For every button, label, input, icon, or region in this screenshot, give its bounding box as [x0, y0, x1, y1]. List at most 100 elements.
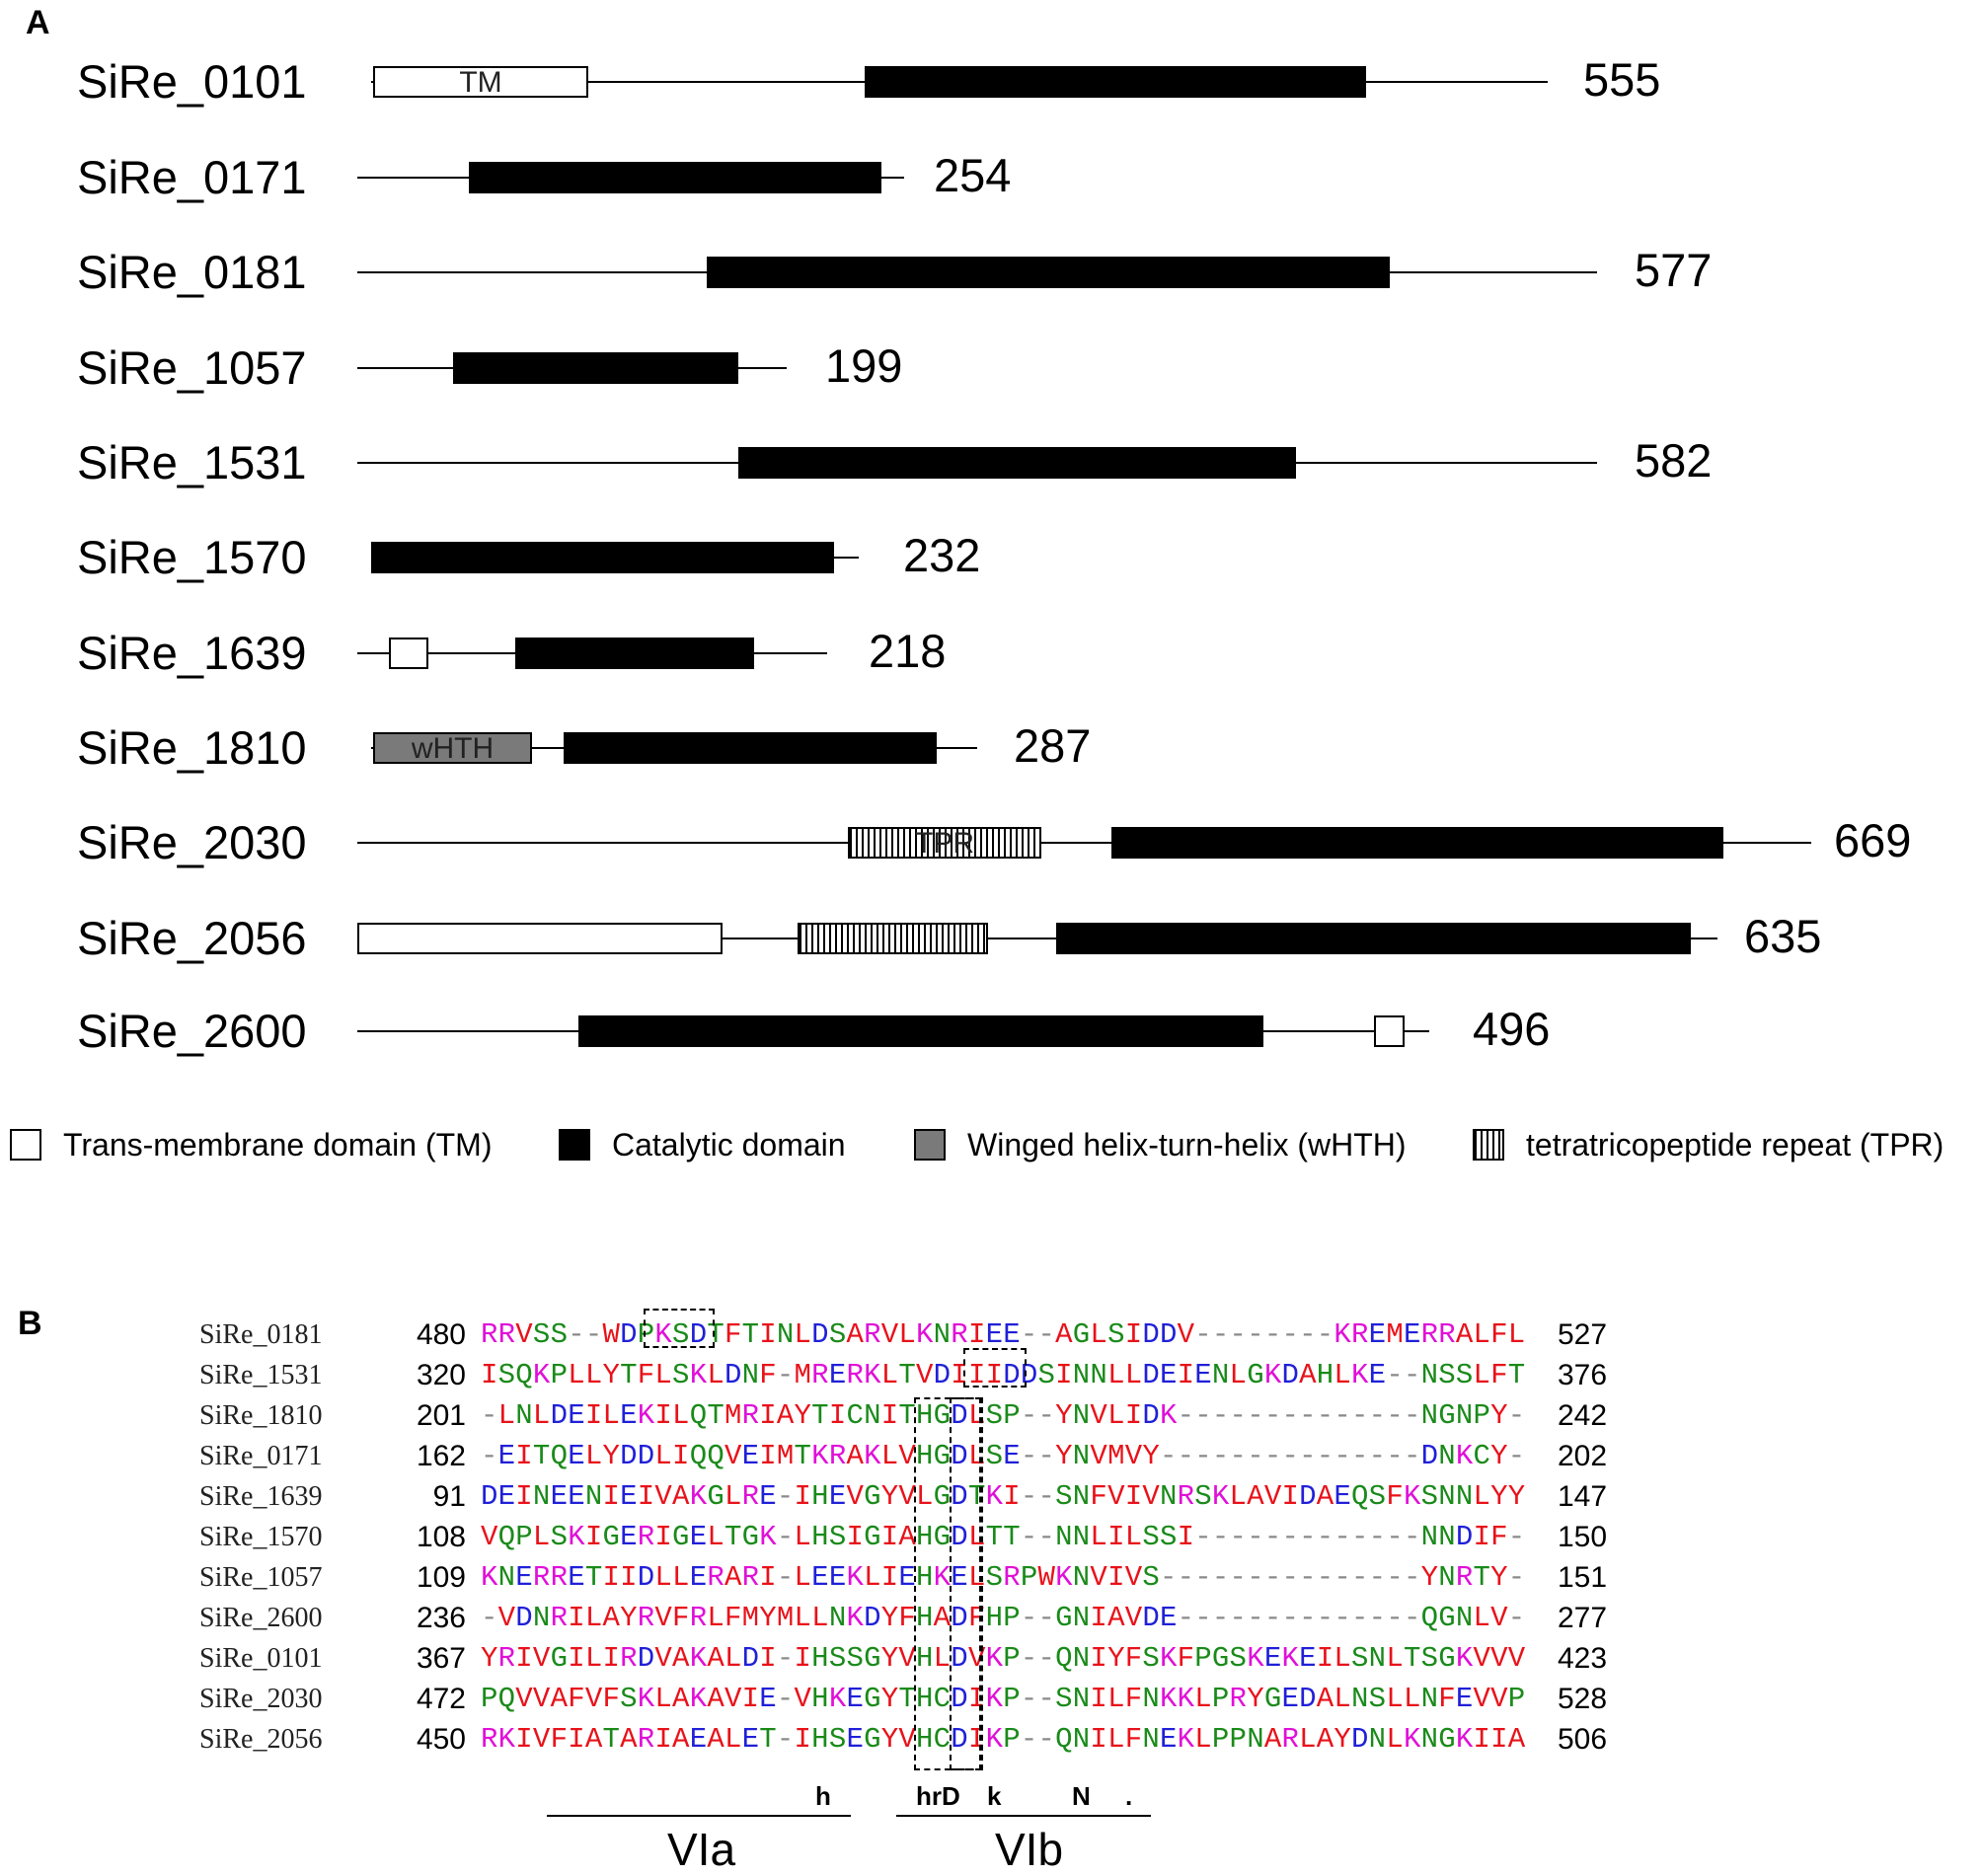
alignment-start-position: 162 — [416, 1440, 466, 1472]
catalytic-domain-box — [865, 66, 1366, 98]
tm-domain-box — [389, 638, 428, 669]
panel-a-label: A — [26, 4, 50, 41]
protein-name: SiRe_1531 — [77, 436, 307, 488]
alignment-sequence-name: SiRe_2056 — [199, 1724, 323, 1755]
catalytic-domain-box — [1111, 827, 1723, 859]
tm-domain-box — [357, 923, 723, 954]
alignment-sequence: PQVVAFVFSKLAKAVIE-VHKEGYTHCDIKP--SNILFNK… — [481, 1683, 1526, 1715]
alignment-start-position: 91 — [432, 1480, 466, 1513]
legend-label: Winged helix-turn-helix (wHTH) — [967, 1126, 1407, 1163]
protein-name: SiRe_2600 — [77, 1005, 307, 1057]
motif-highlight-box — [914, 1397, 981, 1770]
catalytic-domain-box — [738, 447, 1296, 479]
legend-item-tm: Trans-membrane domain (TM) — [10, 1127, 492, 1163]
catalytic-domain-box — [564, 732, 937, 764]
alignment-end-position: 528 — [1558, 1683, 1608, 1715]
whth-domain-box: wHTH — [373, 732, 532, 764]
legend-label: Trans-membrane domain (TM) — [63, 1126, 493, 1163]
protein-name: SiRe_1810 — [77, 721, 307, 774]
alignment-sequence-name: SiRe_1531 — [199, 1360, 323, 1390]
legend-label: Catalytic domain — [612, 1126, 846, 1163]
protein-length: 635 — [1744, 910, 1822, 962]
alignment-sequence: VQPLSKIGERIGELTGK-LHSIGIAHGDLTT--NNLILSS… — [481, 1521, 1526, 1553]
protein-name: SiRe_2030 — [77, 816, 307, 868]
catalytic-domain-box — [453, 352, 738, 384]
motif-underline — [547, 1815, 851, 1817]
alignment-end-position: 506 — [1558, 1723, 1608, 1756]
protein-length: 287 — [1014, 719, 1092, 772]
alignment-end-position: 423 — [1558, 1642, 1608, 1675]
catalytic-domain-box — [469, 162, 881, 193]
catalytic-domain-box — [707, 257, 1390, 288]
consensus-residue: N — [1072, 1781, 1091, 1811]
alignment-start-position: 320 — [416, 1359, 466, 1391]
protein-length: 582 — [1635, 434, 1713, 487]
legend-swatch-tm — [10, 1129, 41, 1161]
catalytic-domain-box — [578, 1015, 1263, 1047]
alignment-sequence-name: SiRe_1639 — [199, 1481, 323, 1512]
protein-name: SiRe_1057 — [77, 341, 307, 394]
alignment-end-position: 277 — [1558, 1602, 1608, 1634]
alignment-sequence-name: SiRe_2030 — [199, 1684, 323, 1714]
alignment-sequence: YRIVGILIRDVAKALDI-IHSSGYVHLDVKP--QNIYFSK… — [481, 1642, 1526, 1675]
consensus-residue: h — [815, 1781, 831, 1811]
alignment-end-position: 527 — [1558, 1318, 1608, 1351]
alignment-sequence: -EITQELYDDLIQQVEIMTKRAKLVHGDLSE--YNVMVY-… — [481, 1440, 1526, 1472]
alignment-sequence: ISQKPLLYTFLSKLDNF-MRERKLTVDIIIDDSINNLLDE… — [481, 1359, 1526, 1391]
legend-item-tpr: tetratricopeptide repeat (TPR) — [1473, 1127, 1944, 1163]
catalytic-domain-box — [1056, 923, 1691, 954]
protein-length: 254 — [934, 149, 1012, 201]
alignment-sequence-name: SiRe_2600 — [199, 1603, 323, 1633]
protein-name: SiRe_2056 — [77, 912, 307, 964]
motif-highlight-box — [963, 1348, 1027, 1388]
alignment-end-position: 242 — [1558, 1399, 1608, 1432]
motif-highlight-box — [644, 1309, 715, 1348]
alignment-end-position: 202 — [1558, 1440, 1608, 1472]
protein-length: 555 — [1583, 53, 1661, 106]
alignment-start-position: 109 — [416, 1561, 466, 1594]
alignment-start-position: 472 — [416, 1683, 466, 1715]
alignment-sequence: DEINEENIEIVAKGLRE-IHEVGYVLGDTKI--SNFVIVN… — [481, 1480, 1526, 1513]
protein-name: SiRe_1639 — [77, 627, 307, 679]
legend-swatch-whth — [914, 1129, 946, 1161]
alignment-start-position: 367 — [416, 1642, 466, 1675]
alignment-sequence-name: SiRe_1570 — [199, 1522, 323, 1552]
consensus-residue: hrD — [916, 1781, 960, 1811]
protein-length: 232 — [903, 529, 981, 581]
alignment-end-position: 150 — [1558, 1521, 1608, 1553]
alignment-sequence-name: SiRe_1810 — [199, 1400, 323, 1431]
protein-name: SiRe_0171 — [77, 151, 307, 203]
alignment-start-position: 236 — [416, 1602, 466, 1634]
alignment-start-position: 480 — [416, 1318, 466, 1351]
alignment-sequence: -VDNRILAYRVFRLFMYMLLNKDYFHADFHP--GNIAVDE… — [481, 1602, 1526, 1634]
alignment-sequence-name: SiRe_0101 — [199, 1643, 323, 1674]
alignment-sequence: RKIVFIATARIAEALET-IHSEGYVHCDIKP--QNILFNE… — [481, 1723, 1526, 1756]
alignment-sequence: RRVSS--WDPKSDTFTINLDSARVLKNRIEE--AGLSIDD… — [481, 1318, 1526, 1351]
motif-underline — [896, 1815, 1151, 1817]
tm-domain-box — [1374, 1015, 1405, 1047]
alignment-sequence: -LNLDEILEKILQTMRIAYTICNITHGDLSP--YNVLIDK… — [481, 1399, 1526, 1432]
protein-name: SiRe_0101 — [77, 55, 307, 108]
legend-swatch-catalytic — [559, 1129, 590, 1161]
tm-domain-box: TM — [373, 66, 588, 98]
alignment-start-position: 450 — [416, 1723, 466, 1756]
protein-length: 218 — [869, 625, 947, 677]
alignment-sequence-name: SiRe_0171 — [199, 1441, 323, 1471]
protein-backbone-line — [357, 842, 1811, 844]
consensus-residue: k — [987, 1781, 1002, 1811]
tpr-domain-box: TPR — [848, 827, 1041, 859]
protein-length: 669 — [1834, 814, 1912, 866]
alignment-end-position: 376 — [1558, 1359, 1608, 1391]
motif-label: VIb — [995, 1824, 1064, 1875]
protein-length: 496 — [1473, 1003, 1551, 1055]
alignment-sequence-name: SiRe_1057 — [199, 1562, 323, 1593]
catalytic-domain-box — [515, 638, 754, 669]
alignment-end-position: 151 — [1558, 1561, 1608, 1594]
alignment-sequence-name: SiRe_0181 — [199, 1319, 323, 1350]
protein-name: SiRe_0181 — [77, 246, 307, 298]
alignment-start-position: 201 — [416, 1399, 466, 1432]
protein-length: 199 — [825, 339, 903, 392]
catalytic-domain-box — [371, 542, 834, 573]
protein-backbone-line — [357, 938, 1717, 939]
alignment-start-position: 108 — [416, 1521, 466, 1553]
